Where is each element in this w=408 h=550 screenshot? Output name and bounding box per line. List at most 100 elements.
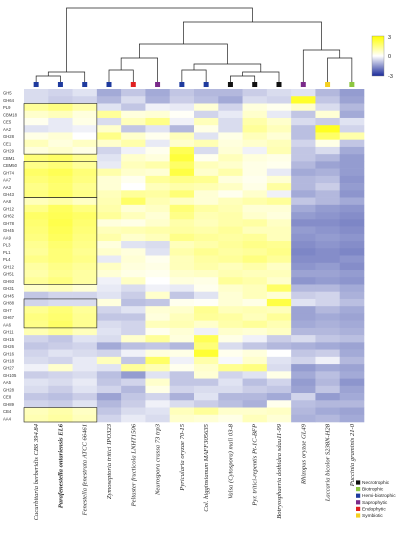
row-label: GH28 [3, 134, 15, 139]
heatmap-cell [24, 342, 49, 350]
heatmap-cell [24, 262, 49, 271]
heatmap-cell [315, 139, 341, 148]
heatmap-cell [291, 139, 316, 148]
heatmap-cell [218, 241, 243, 249]
heatmap-cell [242, 298, 268, 307]
heatmap-cell [315, 175, 341, 184]
heatmap-cell [48, 219, 73, 227]
heatmap-cell [72, 241, 98, 249]
heatmap-cell [194, 212, 219, 220]
heatmap-cell [96, 96, 122, 104]
heatmap-cell [121, 342, 146, 350]
heatmap-cell [72, 291, 98, 300]
heatmap-cell [291, 132, 316, 140]
heatmap-cell [266, 393, 292, 401]
heatmap-cell [24, 139, 49, 148]
heatmap-cell [218, 284, 243, 292]
heatmap-cell [218, 161, 243, 169]
heatmap-cell [96, 212, 122, 220]
heatmap-cell [266, 241, 292, 249]
heatmap-cell [145, 248, 171, 256]
heatmap-cell [145, 349, 171, 358]
heatmap-cell [339, 154, 365, 162]
heatmap-cell [291, 356, 316, 365]
heatmap-cell [315, 378, 341, 387]
heatmap-cell [169, 414, 195, 423]
heatmap-cell [169, 168, 195, 177]
heatmap-cell [218, 269, 243, 278]
heatmap-cell [242, 364, 268, 372]
heatmap-cell [218, 132, 243, 140]
heatmap-cell [315, 212, 341, 220]
heatmap-cell [48, 197, 73, 206]
heatmap-cell [121, 284, 146, 292]
heatmap-cell [242, 342, 268, 350]
heatmap-cell [121, 183, 146, 191]
heatmap-cell [145, 89, 171, 97]
heatmap-cell [266, 248, 292, 256]
heatmap-cell [24, 284, 49, 292]
heatmap-cell [315, 183, 341, 191]
heatmap-cell [315, 241, 341, 249]
heatmap-cell [194, 197, 219, 206]
heatmap-cell [218, 175, 243, 184]
column-label: Puccinia graminis 21-0 [349, 423, 356, 487]
row-label: AA9 [3, 235, 12, 240]
heatmap-cell [291, 168, 316, 177]
heatmap-cell [48, 161, 73, 169]
heatmap-cell [315, 277, 341, 285]
row-label: CBM1 [3, 156, 15, 161]
heatmap-cell [48, 414, 73, 423]
heatmap-cell [266, 327, 292, 336]
heatmap-cell [72, 349, 98, 358]
colorbar-gradient [371, 35, 385, 77]
row-label: GH27 [3, 366, 15, 371]
heatmap-cell [145, 378, 171, 387]
heatmap-cell [72, 320, 98, 329]
heatmap-cell [291, 327, 316, 336]
column-group-marker [349, 82, 355, 87]
heatmap-cell [72, 226, 98, 235]
heatmap-cell [24, 132, 49, 140]
heatmap-cell [72, 161, 98, 169]
heatmap-cell [48, 117, 73, 126]
heatmap-cell [96, 89, 122, 97]
heatmap-cell [48, 226, 73, 235]
heatmap-cell [169, 269, 195, 278]
heatmap-cell [96, 139, 122, 148]
heatmap-cell [242, 349, 268, 358]
heatmap-cell [315, 103, 341, 112]
heatmap-cell [24, 349, 49, 358]
heatmap-cell [121, 291, 146, 300]
heatmap-cell [339, 313, 365, 321]
heatmap-cell [242, 255, 268, 264]
heatmap-cell [145, 117, 171, 126]
heatmap-cell [194, 255, 219, 264]
heatmap-cell [218, 393, 243, 401]
heatmap-cell [242, 313, 268, 321]
heatmap-cell [291, 393, 316, 401]
heatmap-cell [266, 313, 292, 321]
heatmap-cell [242, 125, 268, 133]
heatmap-cell [121, 393, 146, 401]
heatmap-cell [194, 233, 219, 242]
column-label: Fenestella fenestrata ATCC 66461 [82, 424, 89, 516]
heatmap-cell [194, 183, 219, 191]
row-label: AA7 [3, 178, 12, 183]
heatmap-cell [266, 385, 292, 394]
legend-label: Endophytic [362, 506, 386, 512]
heatmap-cell [24, 306, 49, 314]
heatmap-cell [48, 96, 73, 104]
heatmap-cell [145, 161, 171, 169]
heatmap-cell [339, 378, 365, 387]
heatmap-cell [194, 132, 219, 140]
heatmap-cell [145, 364, 171, 372]
heatmap-cell [24, 407, 49, 416]
heatmap-cell [218, 219, 243, 227]
heatmap-cell [315, 96, 341, 104]
heatmap-cell [291, 349, 316, 358]
heatmap-cell [96, 219, 122, 227]
heatmap-cell [48, 407, 73, 416]
heatmap-cell [291, 385, 316, 394]
heatmap-cell [315, 132, 341, 140]
